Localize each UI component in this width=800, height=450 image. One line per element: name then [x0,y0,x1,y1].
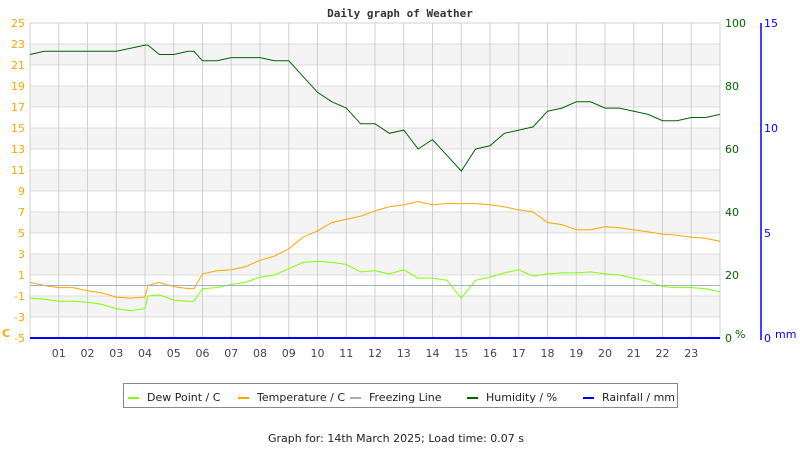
y-tick-label: -5 [14,332,25,345]
x-tick-label: 01 [52,347,66,360]
humidity-tick-label: 100 [725,17,746,30]
x-tick-label: 07 [224,347,238,360]
series-line-dew-point-c [29,260,721,312]
legend-label: Dew Point / C [147,391,221,404]
rain-axis-unit: mm [775,328,796,341]
humidity-tick-label: 60 [725,143,739,156]
y-tick-label: 21 [11,59,25,72]
humidity-tick-label: 0 [725,332,732,345]
x-tick-label: 11 [339,347,353,360]
rain-tick-label: 5 [764,227,771,240]
x-tick-label: 18 [541,347,555,360]
y-tick-label: 15 [11,122,25,135]
humidity-tick-label: 80 [725,80,739,93]
legend-label: Freezing Line [369,391,442,404]
legend-label: Rainfall / mm [602,391,675,404]
rain-tick-label: 15 [764,17,778,30]
x-tick-label: 22 [656,347,670,360]
y-tick-label: 7 [18,206,25,219]
x-tick-label: 14 [426,347,440,360]
x-tick-label: 02 [81,347,95,360]
x-tick-label: 09 [282,347,296,360]
x-tick-label: 20 [598,347,612,360]
x-tick-label: 08 [253,347,267,360]
rain-tick-label: 0 [764,332,771,345]
humidity-tick-label: 40 [725,206,739,219]
legend: Dew Point / C Temperature / C Freezing Lin… [123,383,678,408]
x-tick-label: 03 [109,347,123,360]
series-line-humidity [29,44,721,172]
humidity-tick-label: 20 [725,269,739,282]
rain-tick-label: 10 [764,122,778,135]
y-tick-label: 13 [11,143,25,156]
left-axis-unit: C [2,327,10,340]
x-tick-label: 21 [627,347,641,360]
x-tick-label: 23 [684,347,698,360]
y-tick-label: 5 [18,227,25,240]
x-tick-label: 17 [512,347,526,360]
x-tick-label: 06 [196,347,210,360]
y-tick-label: 3 [18,248,25,261]
legend-label: Humidity / % [486,391,557,404]
x-tick-label: 10 [311,347,325,360]
y-tick-label: 25 [11,17,25,30]
x-tick-label: 15 [454,347,468,360]
footer-text: Graph for: 14th March 2025; Load time: 0… [268,432,524,445]
x-tick-label: 05 [167,347,181,360]
y-tick-label: 19 [11,80,25,93]
y-tick-label: -1 [14,290,25,303]
y-tick-label: 9 [18,185,25,198]
y-tick-label: 17 [11,101,25,114]
y-tick-label: 1 [18,269,25,282]
x-tick-label: 16 [483,347,497,360]
x-tick-label: 04 [138,347,152,360]
x-tick-label: 13 [397,347,411,360]
y-tick-label: 11 [11,164,25,177]
x-tick-label: 19 [569,347,583,360]
humidity-axis-unit: % [735,328,745,341]
legend-box [123,383,678,408]
y-tick-label: -3 [14,311,25,324]
legend-label: Temperature / C [256,391,345,404]
chart-title: Daily graph of Weather [327,7,473,20]
x-tick-label: 12 [368,347,382,360]
y-tick-label: 23 [11,38,25,51]
series-line-temperature-c [29,200,721,299]
